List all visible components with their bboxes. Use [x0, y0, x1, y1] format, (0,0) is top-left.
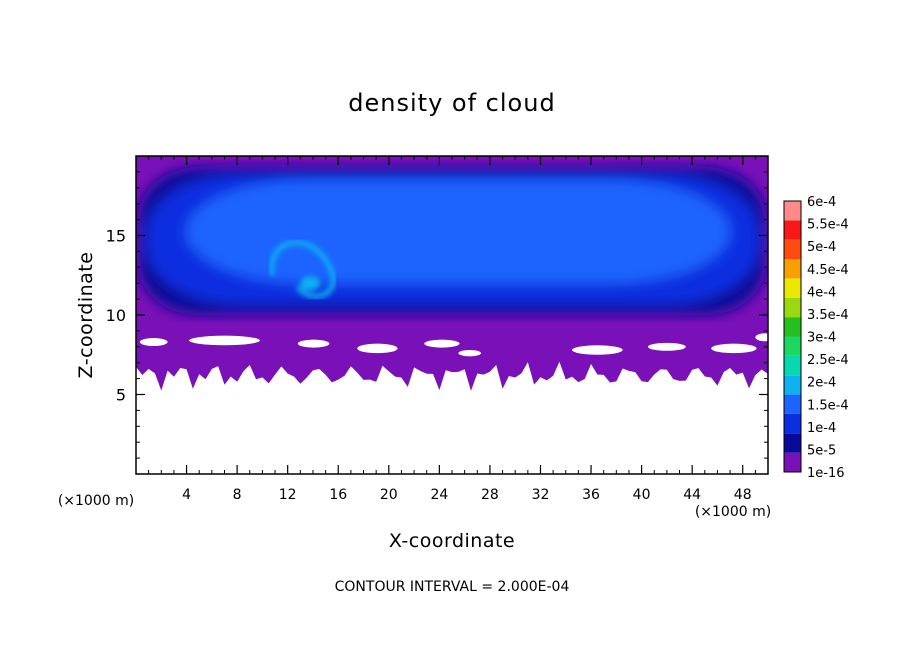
colorbar-frame [783, 200, 802, 473]
colorbar-swatch [784, 201, 801, 221]
x-axis-ticks: 4 8 12 16 20 24 28 32 36 40 44 48 [148, 156, 756, 503]
colorbar-swatch [784, 375, 801, 395]
x-tick-label: 44 [683, 487, 701, 503]
colorbar-label: 2e-4 [807, 376, 836, 391]
cloud-gap [711, 343, 757, 354]
colorbar-label: 1e-16 [807, 466, 845, 481]
cloud-gap [424, 339, 460, 348]
colorbar-label: 5e-5 [807, 443, 836, 458]
y-axis-ticks: 5 10 15 [106, 171, 768, 459]
x-tick-label: 16 [329, 487, 347, 503]
colorbar-label: 6e-4 [807, 195, 836, 210]
colorbar-label: 5.5e-4 [807, 218, 849, 233]
colorbar-label: 3.5e-4 [807, 308, 849, 323]
x-tick-label: 8 [233, 487, 242, 503]
colorbar-label: 1e-4 [807, 421, 836, 436]
colorbar-swatch [784, 278, 801, 298]
colorbar-swatch [784, 239, 801, 260]
cloud-gap [755, 333, 768, 342]
x-tick-label: 28 [481, 487, 499, 503]
colorbar-label: 4e-4 [807, 285, 836, 300]
chart-title: density of cloud [348, 89, 555, 117]
x-tick-label: 48 [734, 487, 752, 503]
x-tick-label: 4 [182, 487, 191, 503]
x-tick-label: 12 [279, 487, 297, 503]
cloud-gap [647, 342, 686, 351]
y-tick-label: 10 [106, 306, 126, 325]
colorbar-swatch [784, 317, 801, 337]
colorbar-label: 5e-4 [807, 240, 836, 255]
colorbar-swatch [784, 394, 801, 414]
x-tick-label: 32 [532, 487, 550, 503]
swirl-arc [269, 240, 336, 299]
x-tick-label: 36 [582, 487, 600, 503]
cloud-gap [458, 349, 482, 357]
cloud-gap [139, 338, 168, 347]
x-axis-label: X-coordinate [389, 530, 515, 552]
contour-interval-note: CONTOUR INTERVAL = 2.000E-04 [335, 579, 570, 595]
colorbar-swatch [784, 355, 801, 376]
x-tick-label: 40 [633, 487, 651, 503]
cloud-gap [189, 335, 260, 346]
colorbar-label: 4.5e-4 [807, 263, 849, 278]
colorbar-swatch [784, 336, 801, 356]
cloud-gap [297, 339, 330, 348]
colorbar-swatch [784, 259, 801, 279]
colorbar-swatch [784, 413, 801, 434]
colorbar-swatch [784, 220, 801, 240]
swirl-core [300, 276, 321, 291]
colorbar-label: 3e-4 [807, 331, 836, 346]
colorbar-label: 2.5e-4 [807, 353, 849, 368]
colorbar-label: 1.5e-4 [807, 398, 849, 413]
colorbar: 1e-16 5e-5 1e-4 1.5e-4 2e-4 2.5e-4 3e-4 3.5e-4 4… [783, 195, 849, 481]
y-tick-label: 5 [116, 386, 126, 405]
cloud-gap [572, 345, 623, 355]
y-axis-label: Z-coordinate [75, 252, 97, 379]
colorbar-swatch [784, 433, 801, 453]
x-tick-label: 20 [380, 487, 398, 503]
x-tick-label: 24 [430, 487, 448, 503]
colorbar-swatch [784, 297, 801, 318]
colorbar-swatch [784, 452, 801, 472]
y-tick-label: 15 [106, 227, 126, 246]
y-axis-unit: (×1000 m) [58, 493, 134, 509]
cloud-gap [357, 343, 398, 354]
contour-band-1.5e-4 [186, 179, 731, 284]
contour-bands [138, 167, 766, 315]
x-axis-unit: (×1000 m) [695, 504, 771, 520]
peak-swirl [269, 240, 336, 299]
cloud-density-field [136, 156, 768, 391]
